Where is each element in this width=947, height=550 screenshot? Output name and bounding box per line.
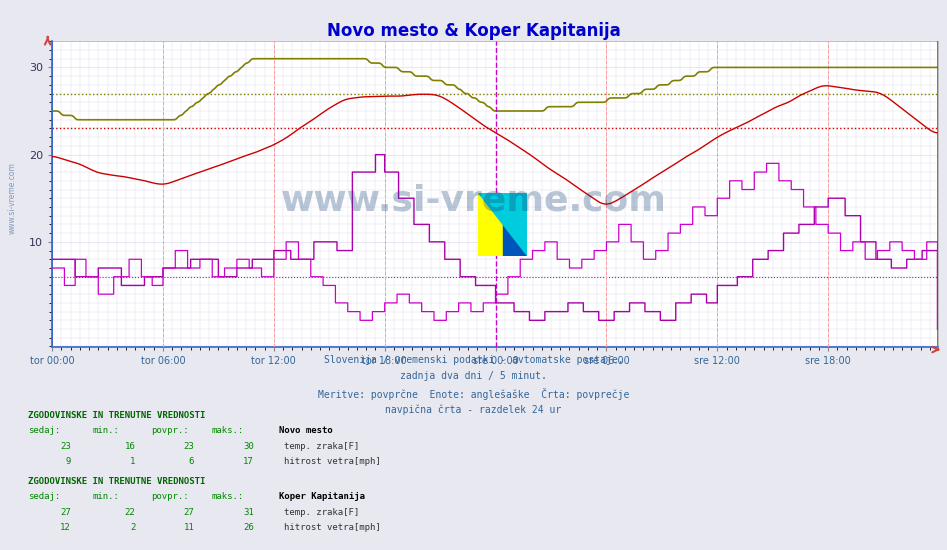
Text: Slovenija / vremenski podatki - avtomatske postaje.: Slovenija / vremenski podatki - avtomats… [324,355,623,365]
Text: 26: 26 [243,523,254,532]
Text: 12: 12 [61,523,71,532]
Text: 16: 16 [125,442,135,451]
Text: maks.:: maks.: [211,426,243,436]
Text: 6: 6 [188,457,194,466]
Text: Novo mesto & Koper Kapitanija: Novo mesto & Koper Kapitanija [327,22,620,40]
Text: 17: 17 [243,457,254,466]
Text: 22: 22 [125,508,135,517]
Text: sedaj:: sedaj: [28,492,61,502]
Text: navpična črta - razdelek 24 ur: navpična črta - razdelek 24 ur [385,404,562,415]
Text: www.si-vreme.com: www.si-vreme.com [280,184,667,218]
Text: 1: 1 [130,457,135,466]
Text: www.si-vreme.com: www.si-vreme.com [8,162,17,234]
Text: ZGODOVINSKE IN TRENUTNE VREDNOSTI: ZGODOVINSKE IN TRENUTNE VREDNOSTI [28,411,205,420]
Text: hitrost vetra[mph]: hitrost vetra[mph] [284,523,381,532]
Text: 27: 27 [184,508,194,517]
Text: 30: 30 [243,442,254,451]
Text: 31: 31 [243,508,254,517]
Bar [478,192,503,256]
Text: sedaj:: sedaj: [28,426,61,436]
Text: Novo mesto: Novo mesto [279,426,333,436]
Text: 2: 2 [130,523,135,532]
Text: Koper Kapitanija: Koper Kapitanija [279,492,366,502]
Text: povpr.:: povpr.: [152,492,189,502]
Text: min.:: min.: [93,426,119,436]
Text: zadnja dva dni / 5 minut.: zadnja dva dni / 5 minut. [400,371,547,381]
Text: temp. zraka[F]: temp. zraka[F] [284,508,359,517]
Text: 9: 9 [65,457,71,466]
Text: 27: 27 [61,508,71,517]
Text: temp. zraka[F]: temp. zraka[F] [284,442,359,451]
Bar [503,192,527,256]
Text: 23: 23 [61,442,71,451]
Polygon shape [478,192,527,256]
Text: 23: 23 [184,442,194,451]
Text: min.:: min.: [93,492,119,502]
Text: povpr.:: povpr.: [152,426,189,436]
Text: 11: 11 [184,523,194,532]
Text: hitrost vetra[mph]: hitrost vetra[mph] [284,457,381,466]
Text: ZGODOVINSKE IN TRENUTNE VREDNOSTI: ZGODOVINSKE IN TRENUTNE VREDNOSTI [28,477,205,486]
Text: maks.:: maks.: [211,492,243,502]
Text: Meritve: povprčne  Enote: anglešaške  Črta: povprečje: Meritve: povprčne Enote: anglešaške Črta… [318,388,629,400]
